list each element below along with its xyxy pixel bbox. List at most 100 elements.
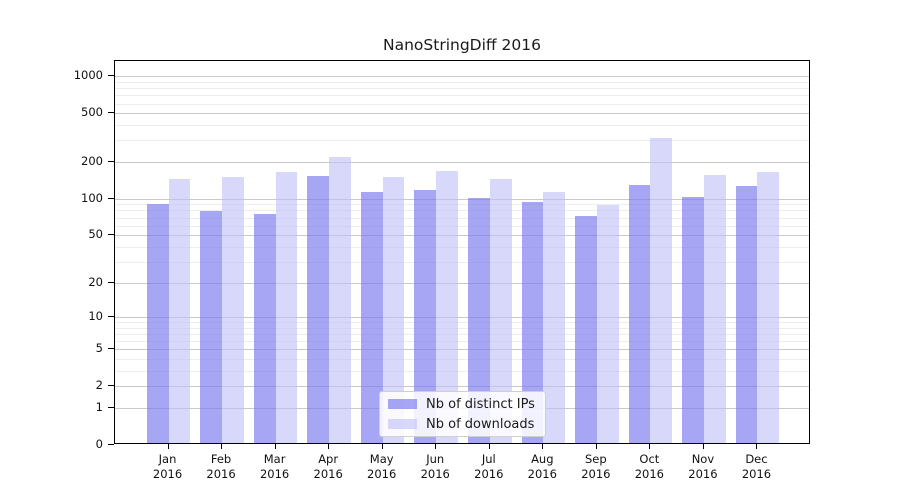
- gridline-minor: [115, 359, 809, 361]
- y-tick-label: 0: [95, 437, 103, 451]
- legend-swatch-downloads: [388, 419, 417, 429]
- y-tick-mark: [108, 75, 114, 77]
- bar-distinct-ips: [200, 210, 223, 443]
- bar-distinct-ips: [628, 184, 651, 443]
- x-tick-label: Apr 2016: [296, 452, 360, 482]
- gridline-major: [115, 282, 809, 284]
- y-tick-label: 50: [88, 227, 103, 242]
- bar-distinct-ips: [467, 197, 490, 443]
- legend-label-distinct-ips: Nb of distinct IPs: [426, 396, 535, 412]
- y-tick-mark: [108, 160, 114, 162]
- gridline-major: [115, 349, 809, 351]
- bar-downloads: [543, 192, 566, 443]
- x-tick-mark: [595, 444, 597, 449]
- gridline-minor: [115, 322, 809, 324]
- y-tick-mark: [108, 197, 114, 199]
- x-tick-label: Jul 2016: [457, 452, 521, 482]
- x-tick-year: 2016: [634, 467, 665, 481]
- gridline-minor: [115, 225, 809, 227]
- gridline-major: [115, 235, 809, 237]
- x-tick-year: 2016: [581, 467, 611, 481]
- gridline-minor: [115, 327, 809, 329]
- y-tick-label: 1: [95, 400, 103, 414]
- gridline-minor: [115, 217, 809, 219]
- bar-downloads: [650, 137, 673, 443]
- x-tick-mark: [649, 444, 651, 449]
- bar-downloads: [436, 171, 459, 443]
- x-tick-year: 2016: [420, 467, 450, 481]
- x-tick-year: 2016: [206, 467, 236, 481]
- gridline-minor: [115, 334, 809, 336]
- legend-entry-downloads: Nb of downloads: [388, 417, 537, 432]
- x-tick-label: May 2016: [350, 452, 414, 482]
- y-tick-mark: [108, 444, 114, 445]
- gridline-minor: [115, 210, 809, 212]
- bar-distinct-ips: [146, 204, 169, 443]
- bar-downloads: [222, 177, 244, 443]
- x-tick-label: Aug 2016: [510, 452, 574, 482]
- legend-entry-distinct-ips: Nb of distinct IPs: [388, 397, 537, 412]
- x-tick-label: Feb 2016: [189, 452, 253, 482]
- x-tick-label: Mar 2016: [243, 452, 307, 482]
- x-tick-label: Nov 2016: [671, 452, 735, 482]
- y-tick-label: 10: [88, 309, 103, 324]
- gridline-minor: [115, 81, 809, 83]
- y-tick-mark: [108, 234, 114, 236]
- x-tick-year: 2016: [688, 467, 718, 481]
- chart-title: NanoStringDiff 2016: [383, 36, 541, 54]
- x-tick-mark: [221, 444, 223, 449]
- x-tick-mark: [435, 444, 437, 449]
- x-tick-mark: [274, 444, 276, 449]
- x-tick-label: Oct 2016: [617, 452, 681, 482]
- y-tick-label: 1000: [73, 68, 103, 83]
- gridline-minor: [115, 95, 809, 97]
- x-tick-label: Dec 2016: [724, 452, 788, 482]
- gridline-major: [115, 113, 809, 115]
- x-tick-mark: [756, 444, 758, 449]
- plot-area: [114, 60, 810, 444]
- y-tick-label: 100: [81, 190, 103, 205]
- bar-distinct-ips: [253, 214, 276, 443]
- gridline-major: [115, 317, 809, 319]
- x-tick-mark: [381, 444, 383, 449]
- x-tick-year: 2016: [152, 467, 183, 481]
- y-tick-label: 200: [81, 153, 103, 168]
- x-tick-mark: [167, 444, 169, 449]
- gridline-major: [115, 76, 809, 78]
- bar-downloads: [596, 205, 619, 443]
- y-tick-mark: [108, 316, 114, 318]
- x-tick-year: 2016: [313, 467, 343, 481]
- y-tick-label: 500: [81, 105, 103, 120]
- y-tick-label: 2: [95, 378, 103, 393]
- x-tick-year: 2016: [367, 467, 397, 481]
- x-tick-year: 2016: [741, 467, 772, 481]
- legend-label-downloads: Nb of downloads: [426, 416, 535, 432]
- bar-distinct-ips: [735, 186, 758, 443]
- y-tick-mark: [108, 348, 114, 350]
- legend-swatch-distinct-ips: [388, 399, 417, 409]
- y-tick-mark: [108, 407, 114, 408]
- y-tick-mark: [108, 385, 114, 387]
- gridline-major: [115, 198, 809, 200]
- x-tick-label: Jan 2016: [136, 452, 200, 482]
- gridline-minor: [115, 261, 809, 263]
- gridline-minor: [115, 103, 809, 105]
- bar-distinct-ips: [414, 190, 437, 443]
- bar-distinct-ips: [682, 196, 704, 443]
- gridline-minor: [115, 204, 809, 206]
- bar-downloads: [168, 178, 191, 443]
- gridline-major: [115, 161, 809, 163]
- gridline-minor: [115, 246, 809, 248]
- bar-downloads: [275, 172, 298, 443]
- x-tick-year: 2016: [527, 467, 557, 481]
- y-tick-label: 20: [88, 274, 103, 289]
- gridline-major: [115, 386, 809, 388]
- gridline-minor: [115, 341, 809, 343]
- gridline-minor: [115, 371, 809, 372]
- x-tick-year: 2016: [259, 467, 290, 481]
- bar-downloads: [757, 172, 780, 443]
- y-tick-mark: [108, 281, 114, 283]
- bar-distinct-ips: [307, 175, 330, 443]
- x-tick-mark: [328, 444, 330, 449]
